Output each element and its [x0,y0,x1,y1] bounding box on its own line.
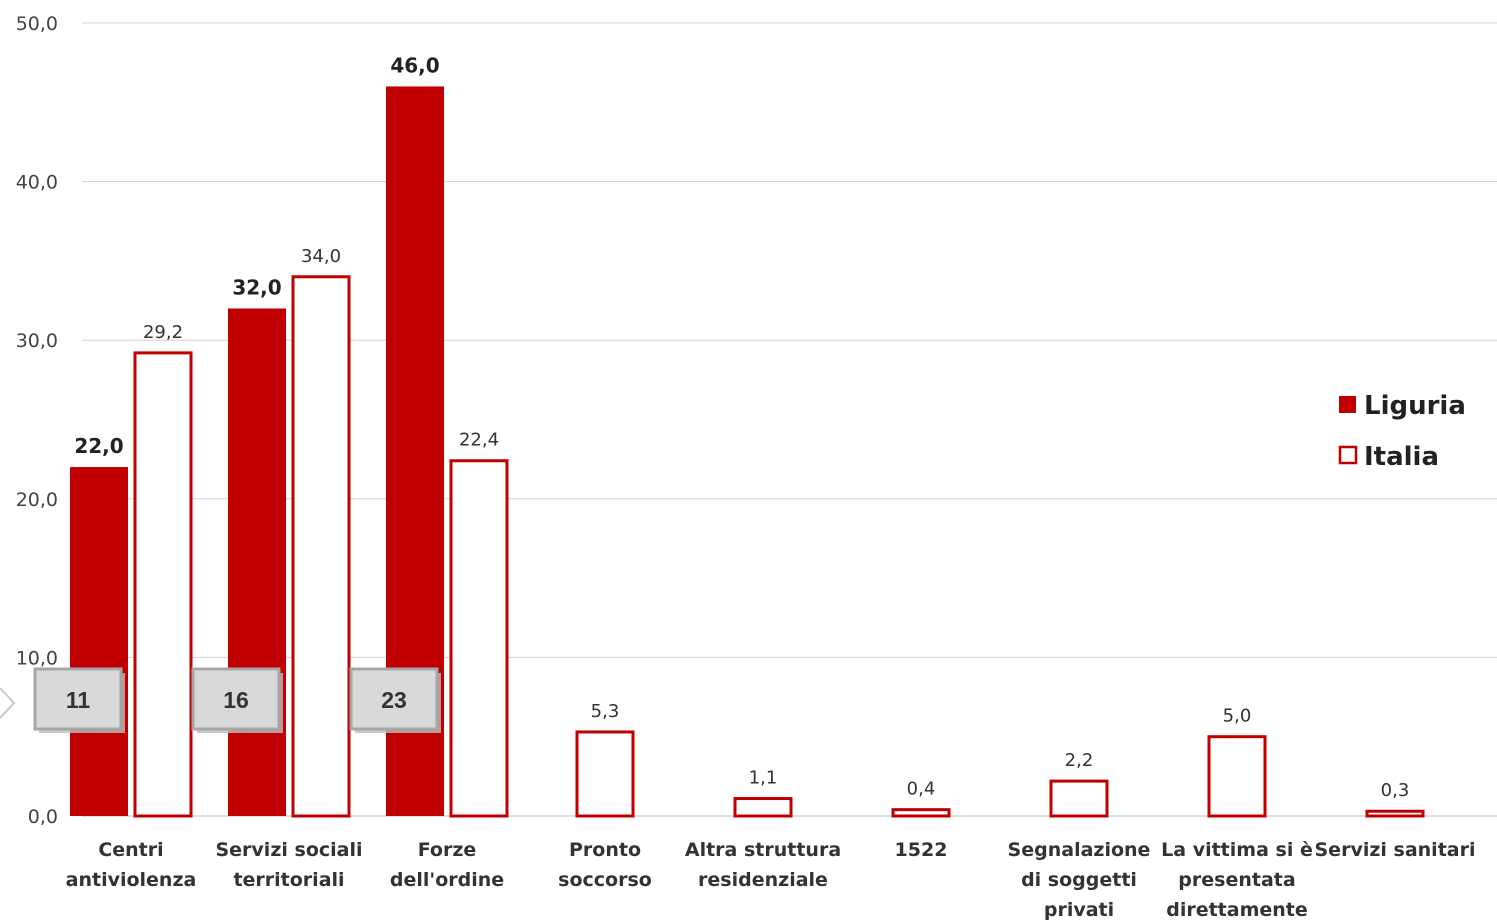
count-box: 23 [349,667,441,733]
bar-italia [1365,809,1425,818]
x-tick-label: Pronto [569,839,641,861]
x-tick-label: dell'ordine [390,869,504,891]
chevron-right-icon [0,687,16,719]
data-label-italia: 2,2 [1065,750,1094,771]
count-boxes: 11 16 23 [33,667,441,733]
y-tick-label: 0,0 [28,806,58,828]
bar-italia [291,275,351,818]
bar-liguria [228,308,286,816]
count-box-frame [349,667,439,731]
data-label-liguria: 22,0 [74,434,123,458]
bar-italia [1049,779,1109,818]
x-tick-label: direttamente [1166,899,1308,920]
y-tick-label: 50,0 [16,13,58,35]
data-label-italia: 29,2 [143,322,183,343]
x-tick-label: Servizi sociali [215,839,362,861]
data-label-italia: 5,0 [1223,706,1252,727]
legend-swatch-italia [1338,445,1358,465]
bar-italia [891,808,951,818]
count-box: 11 [33,667,125,733]
x-axis: Centri antiviolenza Servizi sociali territo… [66,839,1476,920]
x-tick-label: presentata [1178,869,1295,891]
x-tick-label: di soggetti [1021,869,1137,891]
x-tick-label: Segnalazione [1008,839,1151,861]
count-label: 16 [223,687,249,713]
bar-italia [1207,735,1267,818]
count-box-frame [33,667,123,731]
y-axis: 0,0 10,0 20,0 30,0 40,0 50,0 [16,13,58,828]
x-tick-label: Servizi sanitari [1315,839,1476,861]
x-tick-label: antiviolenza [66,869,197,891]
x-tick-label: Forze [418,839,477,861]
data-label-italia: 22,4 [459,430,499,451]
data-label-italia: 0,4 [907,779,936,800]
x-tick-label: soccorso [558,869,652,891]
x-tick-label: territoriali [233,869,344,891]
bar-italia [449,459,509,818]
count-label: 11 [66,687,91,713]
bar-italia [575,730,635,818]
y-tick-label: 40,0 [16,172,58,194]
x-tick-label: La vittima si è [1161,839,1313,861]
bar-italia [733,797,793,818]
bar-italia [133,351,193,818]
legend-label-liguria: Liguria [1364,391,1466,421]
bar-liguria [70,467,128,816]
y-tick-label: 20,0 [16,489,58,511]
y-tick-label: 30,0 [16,330,58,352]
x-tick-label: 1522 [895,839,948,861]
count-label: 23 [381,687,407,713]
count-box: 16 [191,667,283,733]
data-label-italia: 1,1 [749,768,778,789]
count-box-frame [191,667,281,731]
data-label-italia: 0,3 [1381,780,1410,801]
data-label-italia: 5,3 [591,701,620,722]
x-tick-label: privati [1044,899,1114,920]
legend: Liguria Italia [1338,391,1466,472]
x-tick-label: Altra struttura [685,839,841,861]
data-labels: 22,0 29,2 32,0 34,0 46,0 22,4 5,3 1,1 0,4 2,2 5,0 0… [74,53,1409,801]
data-label-liguria: 46,0 [390,53,439,77]
x-tick-label: residenziale [698,869,828,891]
data-label-liguria: 32,0 [232,275,281,299]
legend-swatch-liguria [1339,396,1356,413]
legend-label-italia: Italia [1364,442,1439,472]
x-tick-label: Centri [98,839,163,861]
data-label-italia: 34,0 [301,246,341,267]
y-tick-label: 10,0 [16,647,58,669]
